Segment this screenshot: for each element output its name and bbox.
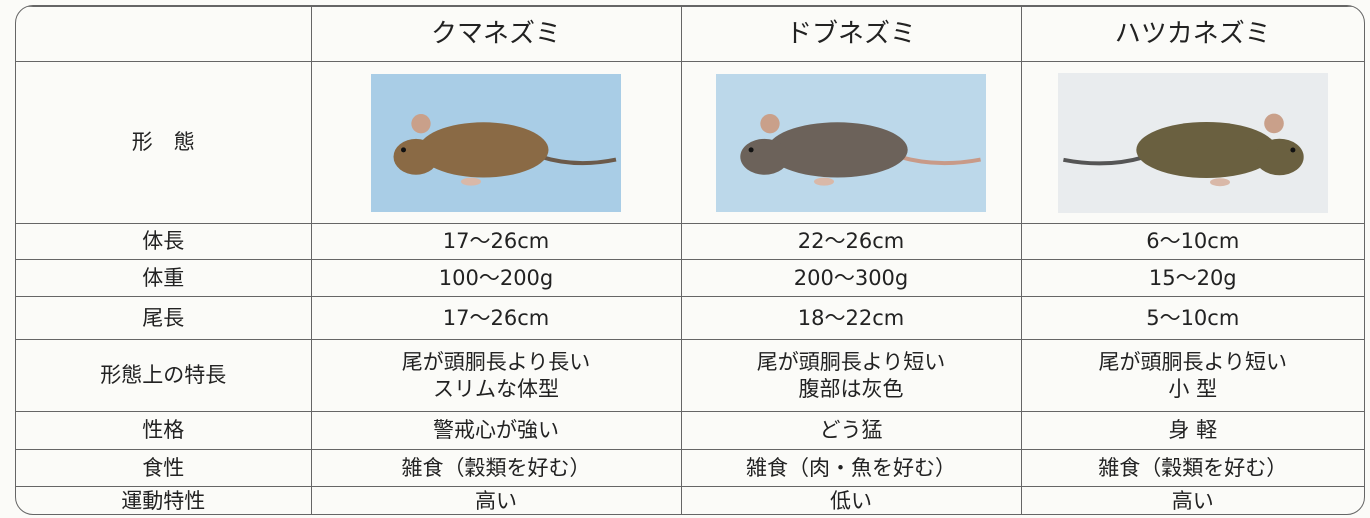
row-label: 食性 [16,449,312,487]
header-cell: クマネズミ [310,6,682,62]
value-line: 高い [1171,489,1214,514]
row-label: 運動特性 [16,486,312,514]
value-line: 尾が頭胴長より短い [1098,349,1288,374]
data-row: 性格 警戒心が強い どう猛 身 軽 [16,411,1364,450]
value-line: 18～22cm [797,305,905,330]
corner-cell [16,6,312,62]
value-cell: 尾が頭胴長より長い スリムな体型 [310,339,682,412]
value-line: どう猛 [819,418,883,442]
value-cell: 18～22cm [680,296,1022,340]
value-line: 小 型 [1168,376,1218,401]
value-line: 腹部は灰色 [798,376,904,401]
value-cell: 尾が頭胴長より短い 腹部は灰色 [680,339,1022,412]
value-cell: 15～20g [1020,259,1364,297]
value-cell: 100～200g [310,259,682,297]
mouse-photo [716,73,986,212]
value-cell: 尾が頭胴長より短い小 型 [1020,339,1364,412]
photo-cell [310,61,682,224]
value-line: 尾が頭胴長より短い [756,349,946,374]
row-label: 体重 [16,259,312,297]
value-line: 100～200g [438,265,554,290]
data-row: 運動特性 高い 低い 高い [16,486,1364,514]
data-row: 食性 雑食（穀類を好む） 雑食（肉・魚を好む） 雑食（穀類を好む） [16,449,1364,487]
value-cell: 身 軽 [1020,411,1364,450]
image-row: 形 態 [16,61,1364,224]
value-line: 5～10cm [1146,305,1240,330]
value-cell: 低い [680,486,1022,514]
value-cell: 6～10cm [1020,223,1364,260]
value-cell: 警戒心が強い [310,411,682,450]
value-line: 雑食（穀類を好む） [1098,455,1288,480]
value-line: 17～26cm [442,229,550,253]
value-line: 尾が頭胴長より長い [401,349,591,374]
value-cell: どう猛 [680,411,1022,450]
table-frame: クマネズミ ドブネズミ ハツカネズミ形 態 体長 17～26cm 2 [15,5,1365,515]
row-label: 尾長 [16,296,312,340]
value-line: 雑食（肉・魚を好む） [746,455,956,480]
value-cell: 雑食（穀類を好む） [310,449,682,487]
value-cell: 17～26cm [310,223,682,260]
row-label: 形態上の特長 [16,339,312,412]
header-cell: ハツカネズミ [1020,6,1364,62]
value-cell: 高い [1020,486,1364,514]
value-cell: 雑食（肉・魚を好む） [680,449,1022,487]
data-row: 形態上の特長 尾が頭胴長より長い スリムな体型 尾が頭胴長より短い 腹部は灰色 尾が頭胴長… [16,339,1364,412]
value-line: 200～300g [793,265,909,290]
data-row: 体重 100～200g 200～300g 15～20g [16,259,1364,297]
value-cell: 17～26cm [310,296,682,340]
value-line: スリムな体型 [433,376,559,401]
row-label: 形 態 [16,61,312,224]
value-line: 警戒心が強い [433,418,559,442]
value-line: 17～26cm [442,305,550,330]
row-label: 性格 [16,411,312,450]
value-line: 22～26cm [797,229,905,253]
photo-cell [1020,61,1364,224]
mouse-photo [371,73,621,212]
data-row: 尾長 17～26cm 18～22cm 5～10cm [16,296,1364,340]
value-line: 身 軽 [1168,418,1218,442]
value-cell: 雑食（穀類を好む） [1020,449,1364,487]
value-line: 高い [475,489,517,514]
value-cell: 22～26cm [680,223,1022,260]
value-cell: 高い [310,486,682,514]
data-row: 体長 17～26cm 22～26cm 6～10cm [16,223,1364,260]
value-cell: 5～10cm [1020,296,1364,340]
value-line: 15～20g [1148,265,1237,290]
value-line: 6～10cm [1146,229,1240,253]
header-row: クマネズミ ドブネズミ ハツカネズミ [16,6,1364,62]
value-line: 雑食（穀類を好む） [401,455,591,480]
row-label: 体長 [16,223,312,260]
value-cell: 200～300g [680,259,1022,297]
mouse-photo [1057,72,1328,213]
value-line: 低い [830,489,872,514]
photo-cell [680,61,1022,224]
header-cell: ドブネズミ [680,6,1022,62]
comparison-table: クマネズミ ドブネズミ ハツカネズミ形 態 体長 17～26cm 2 [16,6,1364,514]
